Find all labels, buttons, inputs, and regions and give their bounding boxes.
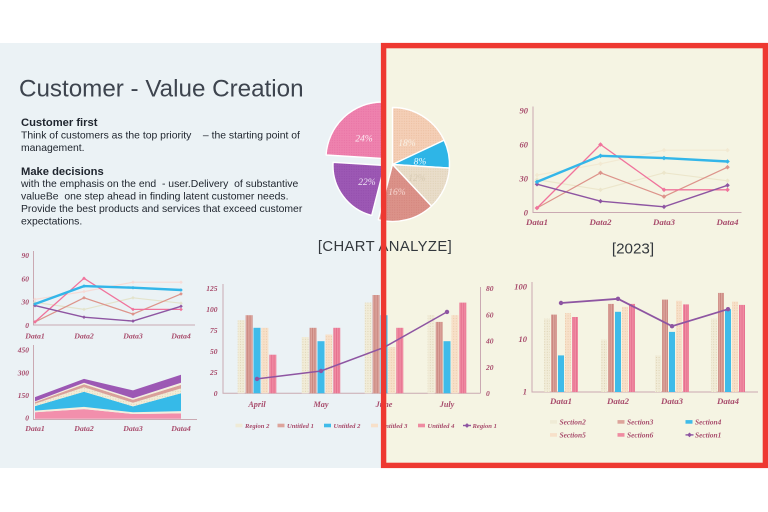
svg-text:Data1: Data1 — [549, 396, 572, 406]
svg-text:Data4: Data4 — [170, 424, 191, 433]
svg-text:0: 0 — [25, 321, 29, 330]
svg-text:Section3: Section3 — [627, 418, 654, 427]
svg-text:90: 90 — [22, 251, 30, 260]
svg-text:60: 60 — [520, 140, 529, 150]
svg-text:50: 50 — [210, 347, 218, 356]
svg-text:Section2: Section2 — [560, 418, 587, 427]
svg-text:Data2: Data2 — [73, 424, 94, 433]
svg-text:Data3: Data3 — [660, 396, 684, 406]
svg-text:Untitled 2: Untitled 2 — [334, 423, 362, 430]
svg-text:Data1: Data1 — [24, 424, 45, 433]
svg-text:0: 0 — [214, 389, 218, 398]
svg-text:Data3: Data3 — [652, 217, 676, 227]
svg-text:0: 0 — [486, 389, 490, 398]
svg-text:Think of customers as the top: Think of customers as the top priority –… — [21, 131, 300, 142]
svg-text:100: 100 — [206, 305, 218, 314]
svg-text:Section5: Section5 — [560, 431, 587, 440]
svg-text:Region 1: Region 1 — [472, 423, 497, 430]
svg-text:management.: management. — [21, 143, 85, 154]
svg-text:Customer first: Customer first — [21, 117, 98, 129]
svg-text:60: 60 — [22, 274, 30, 283]
svg-text:30: 30 — [519, 174, 529, 184]
svg-text:Data1: Data1 — [24, 331, 45, 340]
svg-text:Data2: Data2 — [73, 331, 94, 340]
svg-text:0: 0 — [25, 414, 29, 423]
svg-text:12%: 12% — [408, 174, 426, 184]
svg-text:450: 450 — [17, 346, 30, 355]
svg-text:Data2: Data2 — [589, 217, 613, 227]
svg-text:July: July — [439, 400, 455, 409]
svg-text:Data3: Data3 — [122, 424, 143, 433]
svg-text:Make decisions: Make decisions — [21, 166, 104, 178]
svg-text:1: 1 — [523, 387, 527, 397]
svg-text:Untitled 4: Untitled 4 — [428, 423, 456, 430]
svg-text:125: 125 — [206, 284, 218, 293]
svg-text:20: 20 — [485, 363, 494, 372]
svg-text:Data2: Data2 — [606, 396, 630, 406]
svg-text:valueBe one step ahead in fin: valueBe one step ahead in finding latent… — [21, 191, 288, 202]
svg-text:8%: 8% — [414, 158, 427, 168]
svg-text:40: 40 — [485, 337, 494, 346]
svg-text:Customer - Value Creation: Customer - Value Creation — [19, 76, 304, 103]
svg-text:300: 300 — [17, 368, 30, 377]
svg-text:Section1: Section1 — [695, 431, 721, 440]
svg-text:Data3: Data3 — [122, 331, 143, 340]
svg-text:30: 30 — [21, 298, 30, 307]
svg-text:16%: 16% — [388, 188, 406, 198]
svg-text:Data1: Data1 — [525, 217, 548, 227]
svg-text:Untitled 3: Untitled 3 — [381, 423, 409, 430]
svg-text:90: 90 — [520, 106, 529, 116]
svg-text:Data4: Data4 — [716, 217, 740, 227]
svg-text:0: 0 — [524, 208, 529, 218]
svg-text:24%: 24% — [355, 135, 373, 145]
svg-text:Section4: Section4 — [695, 418, 722, 427]
svg-text:with the emphasis on the end: with the emphasis on the end - user.Deli… — [20, 179, 298, 190]
svg-text:10: 10 — [519, 334, 528, 344]
svg-text:Data4: Data4 — [716, 396, 740, 406]
svg-text:Region 2: Region 2 — [244, 423, 270, 430]
svg-text:[2023]: [2023] — [612, 241, 654, 258]
svg-text:60: 60 — [486, 310, 494, 319]
svg-text:Provide the best products and: Provide the best products and services t… — [21, 204, 303, 215]
svg-text:75: 75 — [210, 326, 218, 335]
svg-text:80: 80 — [486, 284, 494, 293]
svg-text:April: April — [247, 400, 266, 409]
svg-text:18%: 18% — [398, 139, 416, 149]
svg-text:Section6: Section6 — [627, 431, 654, 440]
svg-text:expectations.: expectations. — [21, 216, 82, 227]
svg-text:22%: 22% — [358, 178, 376, 188]
svg-text:Untitled 1: Untitled 1 — [287, 423, 314, 430]
svg-text:100: 100 — [514, 282, 528, 292]
svg-text:May: May — [312, 400, 328, 409]
svg-text:Data4: Data4 — [170, 331, 191, 340]
svg-text:25: 25 — [209, 368, 218, 377]
svg-text:150: 150 — [18, 391, 30, 400]
